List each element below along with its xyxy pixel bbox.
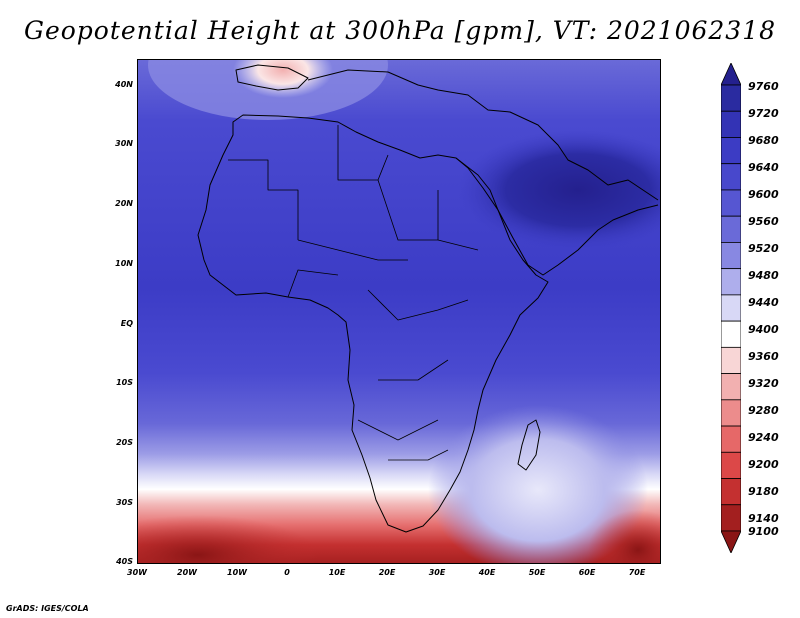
lon-tick-label: 10E	[328, 568, 346, 577]
colorbar-label: 9680	[748, 134, 779, 147]
mediterranean-coastline	[307, 69, 659, 201]
lon-tick-label: 20E	[378, 568, 396, 577]
colorbar-label: 9140	[748, 512, 779, 525]
coastlines	[197, 64, 659, 533]
lon-tick-label: 40E	[478, 568, 496, 577]
colorbar-label: 9360	[748, 350, 779, 363]
colorbar-label: 9200	[748, 458, 779, 471]
colorbar-segment	[721, 242, 741, 270]
colorbar-label: 9560	[748, 215, 779, 228]
colorbar-segment	[721, 163, 741, 191]
map-panel	[137, 59, 661, 564]
colorbar-segment	[721, 425, 741, 453]
colorbar-label: 9760	[748, 80, 779, 93]
south-atlantic-trough	[138, 515, 318, 563]
colorbar-segment	[721, 399, 741, 427]
colorbar-label: 9100	[748, 525, 779, 538]
iberia-low-heights	[233, 60, 333, 98]
madagascar-ridge	[428, 405, 648, 563]
lon-tick-label: 0	[284, 568, 290, 577]
colorbar-segment	[721, 478, 741, 506]
lat-tick-label: 20N	[115, 199, 133, 208]
lat-tick-label: EQ	[120, 319, 133, 328]
colorbar-label: 9440	[748, 296, 779, 309]
colorbar-label: 9320	[748, 377, 779, 390]
colorbar-label: 9400	[748, 323, 779, 336]
footer-credit: GrADS: IGES/COLA	[6, 604, 89, 613]
colorbar-label: 9240	[748, 431, 779, 444]
colorbar-label: 9520	[748, 242, 779, 255]
colorbar-segment	[721, 294, 741, 322]
lon-tick-label: 30W	[127, 568, 147, 577]
colorbar-label: 9280	[748, 404, 779, 417]
map-svg	[138, 60, 660, 563]
colorbar-segment	[721, 451, 741, 479]
colorbar-segment	[721, 84, 741, 112]
lon-tick-label: 20W	[177, 568, 197, 577]
colorbar-segment	[721, 215, 741, 243]
colorbar-label: 9600	[748, 188, 779, 201]
madagascar-coastline	[517, 419, 541, 471]
chart-title: Geopotential Height at 300hPa [gpm], VT:…	[23, 16, 777, 45]
colorbar-label: 9180	[748, 485, 779, 498]
country-borders	[228, 125, 479, 461]
arabian-high	[458, 130, 660, 250]
colorbar	[721, 63, 741, 553]
red-sea-arabia-coastline	[455, 157, 659, 276]
lat-tick-label: 10S	[116, 378, 133, 387]
colorbar-label: 9480	[748, 269, 779, 282]
lon-tick-label: 10W	[227, 568, 247, 577]
lat-tick-label: 40N	[115, 80, 133, 89]
lat-tick-label: 30S	[116, 498, 133, 507]
colorbar-segment	[721, 268, 741, 296]
colorbar-segment	[721, 110, 741, 138]
lon-tick-label: 30E	[428, 568, 446, 577]
lat-tick-label: 30N	[115, 139, 133, 148]
colorbar-segment	[721, 504, 741, 532]
colorbar-segment	[721, 530, 741, 553]
colorbar-segment	[721, 63, 741, 86]
lat-tick-label: 10N	[115, 259, 133, 268]
colorbar-label: 9640	[748, 161, 779, 174]
colorbar-segment	[721, 189, 741, 217]
lon-tick-label: 70E	[628, 568, 646, 577]
colorbar-segment	[721, 346, 741, 374]
colorbar-segment	[721, 373, 741, 401]
lon-tick-label: 60E	[578, 568, 596, 577]
lat-tick-label: 20S	[116, 438, 133, 447]
lat-tick-label: 40S	[116, 557, 133, 566]
colorbar-label: 9720	[748, 107, 779, 120]
colorbar-segment	[721, 137, 741, 165]
south-indian-trough	[588, 510, 660, 563]
colorbar-segment	[721, 320, 741, 348]
lon-tick-label: 50E	[528, 568, 546, 577]
iberia-coastline	[235, 64, 309, 91]
